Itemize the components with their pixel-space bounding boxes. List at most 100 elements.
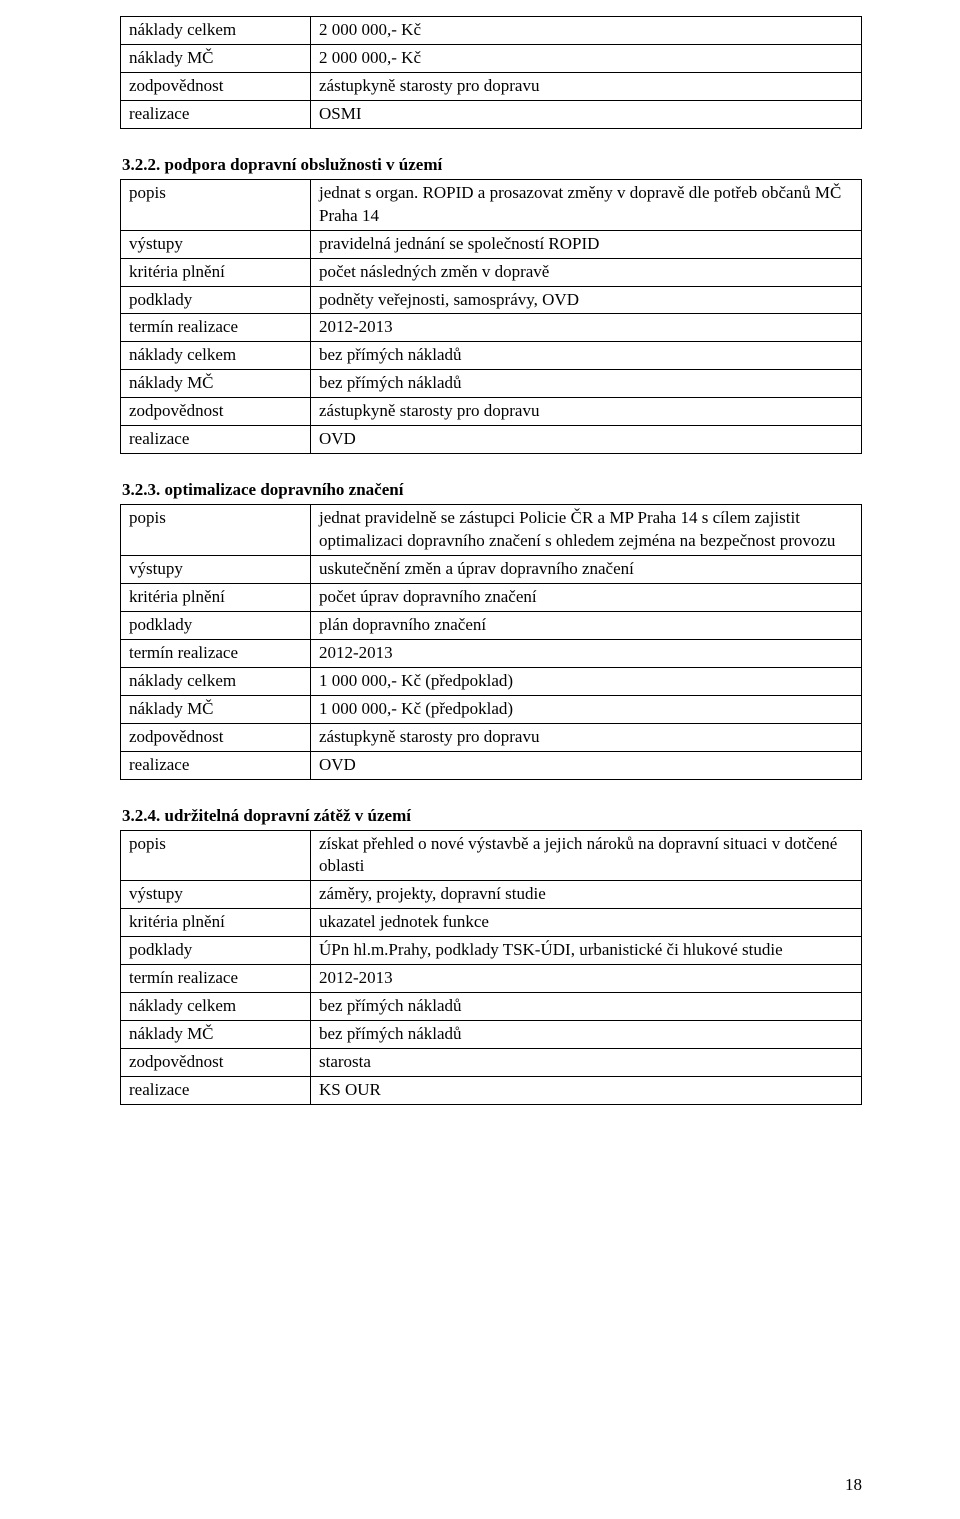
table-row: podklady plán dopravního značení bbox=[121, 611, 862, 639]
row-value: počet následných změn v dopravě bbox=[311, 258, 862, 286]
row-label: náklady MČ bbox=[121, 695, 311, 723]
table-row: termín realizace 2012-2013 bbox=[121, 639, 862, 667]
row-label: zodpovědnost bbox=[121, 1049, 311, 1077]
row-value: podněty veřejnosti, samosprávy, OVD bbox=[311, 286, 862, 314]
row-value: 2 000 000,- Kč bbox=[311, 17, 862, 45]
row-label: termín realizace bbox=[121, 965, 311, 993]
row-label: náklady MČ bbox=[121, 370, 311, 398]
row-label: kritéria plnění bbox=[121, 258, 311, 286]
row-label: zodpovědnost bbox=[121, 72, 311, 100]
table-row: realizace KS OUR bbox=[121, 1076, 862, 1104]
table-row: náklady MČ bez přímých nákladů bbox=[121, 1021, 862, 1049]
table-row: výstupy záměry, projekty, dopravní studi… bbox=[121, 881, 862, 909]
table-row: náklady celkem bez přímých nákladů bbox=[121, 993, 862, 1021]
table-row: zodpovědnost zástupkyně starosty pro dop… bbox=[121, 723, 862, 751]
row-label: popis bbox=[121, 179, 311, 230]
row-label: náklady celkem bbox=[121, 993, 311, 1021]
row-label: zodpovědnost bbox=[121, 398, 311, 426]
table-row: náklady MČ bez přímých nákladů bbox=[121, 370, 862, 398]
row-label: realizace bbox=[121, 1076, 311, 1104]
page-number: 18 bbox=[845, 1475, 862, 1495]
table-row: náklady celkem 2 000 000,- Kč bbox=[121, 17, 862, 45]
row-value: 2012-2013 bbox=[311, 639, 862, 667]
table-row: náklady celkem bez přímých nákladů bbox=[121, 342, 862, 370]
row-label: podklady bbox=[121, 611, 311, 639]
table-row: popis jednat s organ. ROPID a prosazovat… bbox=[121, 179, 862, 230]
row-label: termín realizace bbox=[121, 639, 311, 667]
row-label: výstupy bbox=[121, 881, 311, 909]
row-label: podklady bbox=[121, 286, 311, 314]
table-row: realizace OVD bbox=[121, 751, 862, 779]
row-value: jednat s organ. ROPID a prosazovat změny… bbox=[311, 179, 862, 230]
row-label: popis bbox=[121, 830, 311, 881]
row-value: OVD bbox=[311, 751, 862, 779]
table-1: náklady celkem 2 000 000,- Kč náklady MČ… bbox=[120, 16, 862, 129]
row-value: počet úprav dopravního značení bbox=[311, 583, 862, 611]
table-row: termín realizace 2012-2013 bbox=[121, 965, 862, 993]
table-row: zodpovědnost zástupkyně starosty pro dop… bbox=[121, 72, 862, 100]
row-label: náklady MČ bbox=[121, 44, 311, 72]
row-value: KS OUR bbox=[311, 1076, 862, 1104]
row-label: kritéria plnění bbox=[121, 909, 311, 937]
row-value: OSMI bbox=[311, 100, 862, 128]
table-row: realizace OSMI bbox=[121, 100, 862, 128]
table-row: termín realizace 2012-2013 bbox=[121, 314, 862, 342]
table-row: zodpovědnost zástupkyně starosty pro dop… bbox=[121, 398, 862, 426]
row-label: realizace bbox=[121, 100, 311, 128]
section-heading-323: 3.2.3. optimalizace dopravního značení bbox=[120, 480, 862, 500]
row-value: 1 000 000,- Kč (předpoklad) bbox=[311, 667, 862, 695]
row-label: náklady MČ bbox=[121, 1021, 311, 1049]
table-row: výstupy uskutečnění změn a úprav dopravn… bbox=[121, 556, 862, 584]
row-value: uskutečnění změn a úprav dopravního znač… bbox=[311, 556, 862, 584]
table-row: kritéria plnění počet úprav dopravního z… bbox=[121, 583, 862, 611]
table-row: kritéria plnění ukazatel jednotek funkce bbox=[121, 909, 862, 937]
table-row: popis jednat pravidelně se zástupci Poli… bbox=[121, 505, 862, 556]
row-value: bez přímých nákladů bbox=[311, 1021, 862, 1049]
row-value: 2012-2013 bbox=[311, 965, 862, 993]
row-value: ÚPn hl.m.Prahy, podklady TSK-ÚDI, urbani… bbox=[311, 937, 862, 965]
row-value: zástupkyně starosty pro dopravu bbox=[311, 723, 862, 751]
table-row: náklady MČ 1 000 000,- Kč (předpoklad) bbox=[121, 695, 862, 723]
row-value: získat přehled o nové výstavbě a jejich … bbox=[311, 830, 862, 881]
row-value: zástupkyně starosty pro dopravu bbox=[311, 72, 862, 100]
table-row: popis získat přehled o nové výstavbě a j… bbox=[121, 830, 862, 881]
row-label: kritéria plnění bbox=[121, 583, 311, 611]
row-label: podklady bbox=[121, 937, 311, 965]
row-value: starosta bbox=[311, 1049, 862, 1077]
row-value: jednat pravidelně se zástupci Policie ČR… bbox=[311, 505, 862, 556]
section-heading-322: 3.2.2. podpora dopravní obslužnosti v úz… bbox=[120, 155, 862, 175]
row-label: popis bbox=[121, 505, 311, 556]
table-row: náklady celkem 1 000 000,- Kč (předpokla… bbox=[121, 667, 862, 695]
row-label: termín realizace bbox=[121, 314, 311, 342]
row-label: náklady celkem bbox=[121, 17, 311, 45]
row-value: 2 000 000,- Kč bbox=[311, 44, 862, 72]
row-label: zodpovědnost bbox=[121, 723, 311, 751]
row-label: náklady celkem bbox=[121, 342, 311, 370]
table-row: podklady podněty veřejnosti, samosprávy,… bbox=[121, 286, 862, 314]
table-row: realizace OVD bbox=[121, 426, 862, 454]
row-label: výstupy bbox=[121, 556, 311, 584]
row-value: bez přímých nákladů bbox=[311, 993, 862, 1021]
row-value: 1 000 000,- Kč (předpoklad) bbox=[311, 695, 862, 723]
table-row: kritéria plnění počet následných změn v … bbox=[121, 258, 862, 286]
table-row: výstupy pravidelná jednání se společnost… bbox=[121, 230, 862, 258]
row-value: bez přímých nákladů bbox=[311, 342, 862, 370]
row-value: záměry, projekty, dopravní studie bbox=[311, 881, 862, 909]
table-row: podklady ÚPn hl.m.Prahy, podklady TSK-ÚD… bbox=[121, 937, 862, 965]
row-value: zástupkyně starosty pro dopravu bbox=[311, 398, 862, 426]
row-value: 2012-2013 bbox=[311, 314, 862, 342]
section-heading-324: 3.2.4. udržitelná dopravní zátěž v území bbox=[120, 806, 862, 826]
row-value: OVD bbox=[311, 426, 862, 454]
row-value: pravidelná jednání se společností ROPID bbox=[311, 230, 862, 258]
table-3: popis jednat pravidelně se zástupci Poli… bbox=[120, 504, 862, 779]
table-row: náklady MČ 2 000 000,- Kč bbox=[121, 44, 862, 72]
table-4: popis získat přehled o nové výstavbě a j… bbox=[120, 830, 862, 1105]
row-value: plán dopravního značení bbox=[311, 611, 862, 639]
table-row: zodpovědnost starosta bbox=[121, 1049, 862, 1077]
row-label: výstupy bbox=[121, 230, 311, 258]
row-label: realizace bbox=[121, 751, 311, 779]
row-label: náklady celkem bbox=[121, 667, 311, 695]
row-value: bez přímých nákladů bbox=[311, 370, 862, 398]
row-value: ukazatel jednotek funkce bbox=[311, 909, 862, 937]
row-label: realizace bbox=[121, 426, 311, 454]
